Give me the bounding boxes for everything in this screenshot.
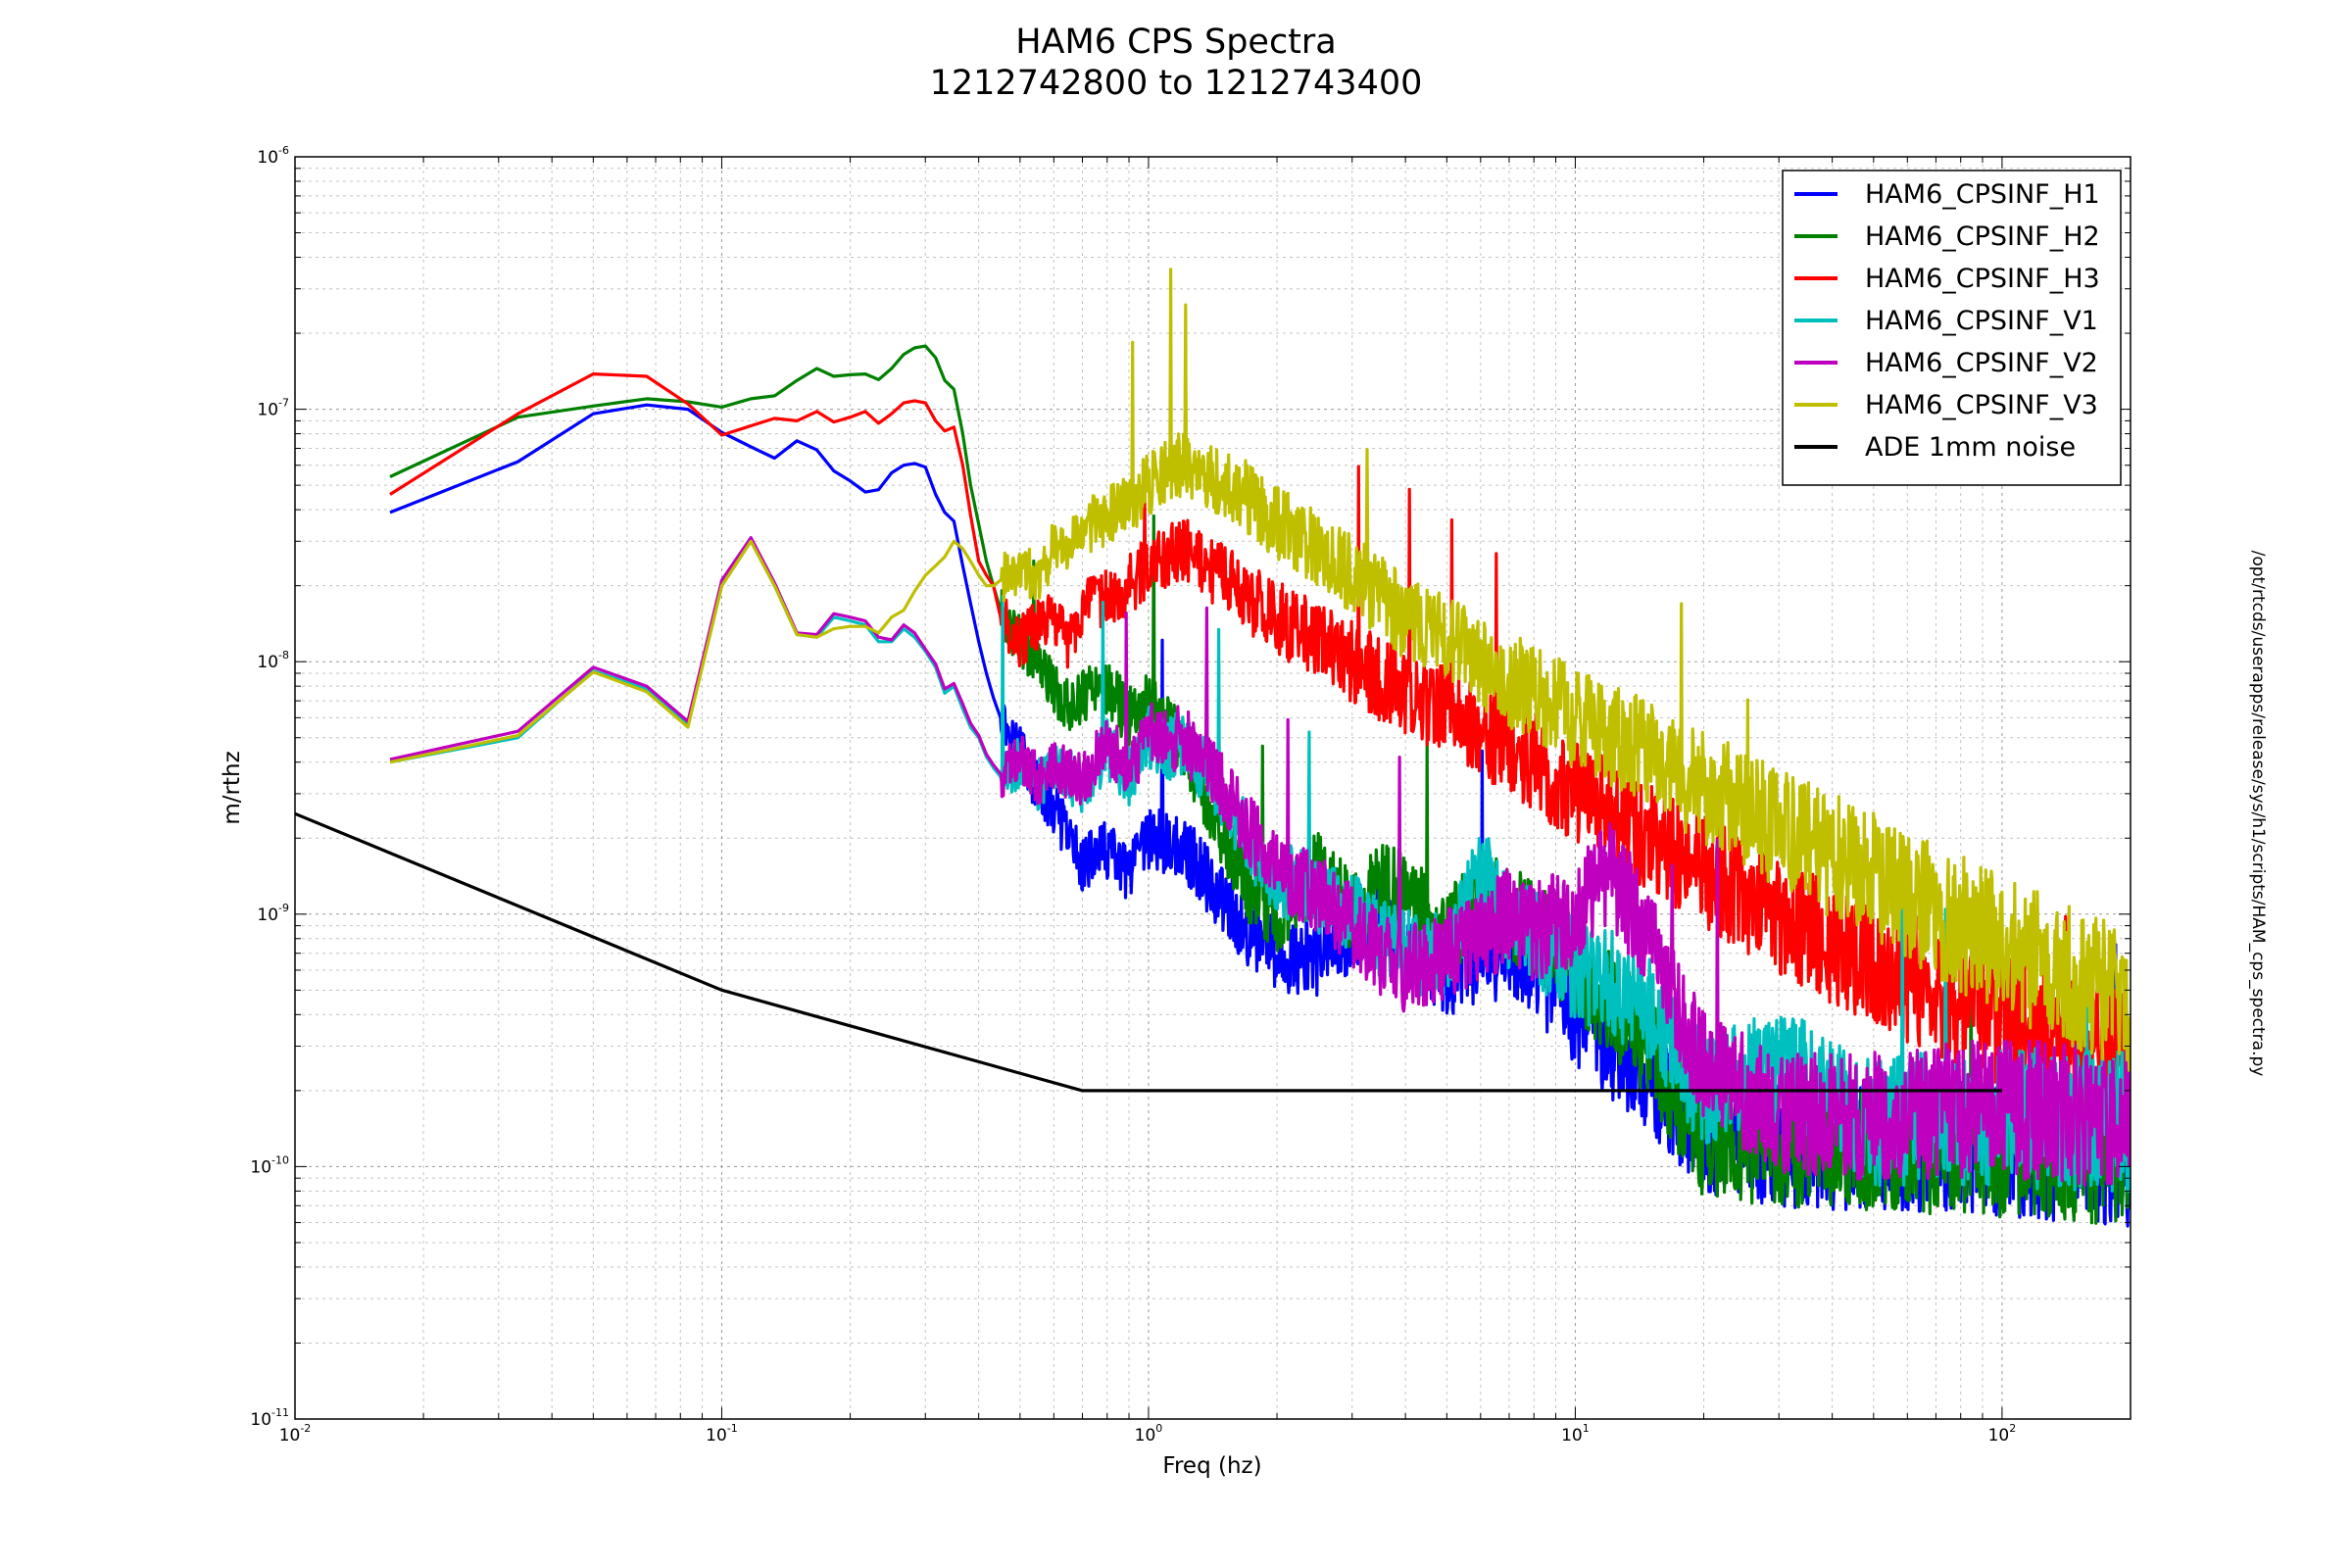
chart-title-line-1: HAM6 CPS Spectra [1015,23,1337,62]
legend-label: HAM6_CPSINF_V3 [1865,390,2098,420]
x-tick-labels: 10-2 10-1 100 101 102 [279,1422,2017,1446]
x-tick-label: 101 [1561,1422,1590,1446]
series-line-ham6-cpsinf-v2 [389,536,2131,1188]
y-tick-labels: 10-11 10-10 10-9 10-8 10-7 10-6 [250,144,289,1430]
y-tick-label: 10-8 [257,649,289,672]
x-axis-label: Freq (hz) [1162,1453,1261,1479]
series-line-ham6-cpsinf-v3 [389,268,2131,1072]
y-tick-label: 10-6 [257,144,289,168]
x-tick-label: 10-2 [279,1422,312,1446]
legend-label: HAM6_CPSINF_H1 [1865,179,2100,210]
legend-label: HAM6_CPSINF_V1 [1865,306,2098,336]
series-line-ham6-cpsinf-h3 [389,372,2131,1133]
script-path-note: /opt/rtcds/userapps/release/sys/h1/scrip… [2248,550,2268,1077]
legend-box [1782,170,2122,486]
y-tick-label: 10-11 [250,1406,289,1430]
x-tick-label: 10-1 [706,1422,738,1446]
y-tick-label: 10-10 [250,1153,289,1177]
series-layer [295,268,2131,1228]
axis-ticks [294,156,2132,1420]
chart-title-line-2: 1212742800 to 1212743400 [929,64,1423,103]
plot-frame [294,156,2132,1420]
x-tick-label: 100 [1135,1422,1163,1446]
legend-label: ADE 1mm noise [1865,432,2076,463]
legend-label: HAM6_CPSINF_H2 [1865,221,2100,252]
y-axis-label: m/rthz [220,751,245,824]
x-tick-label: 102 [1988,1422,2017,1446]
legend: HAM6_CPSINF_H1 HAM6_CPSINF_H2 HAM6_CPSINF_… [1782,170,2122,486]
y-tick-label: 10-7 [257,397,289,420]
legend-label: HAM6_CPSINF_V2 [1865,348,2098,378]
y-tick-label: 10-9 [257,902,289,925]
series-line-ade-1mm-noise [295,811,2002,1093]
legend-label: HAM6_CPSINF_H3 [1865,264,2100,294]
minor-grid [295,157,2132,1419]
